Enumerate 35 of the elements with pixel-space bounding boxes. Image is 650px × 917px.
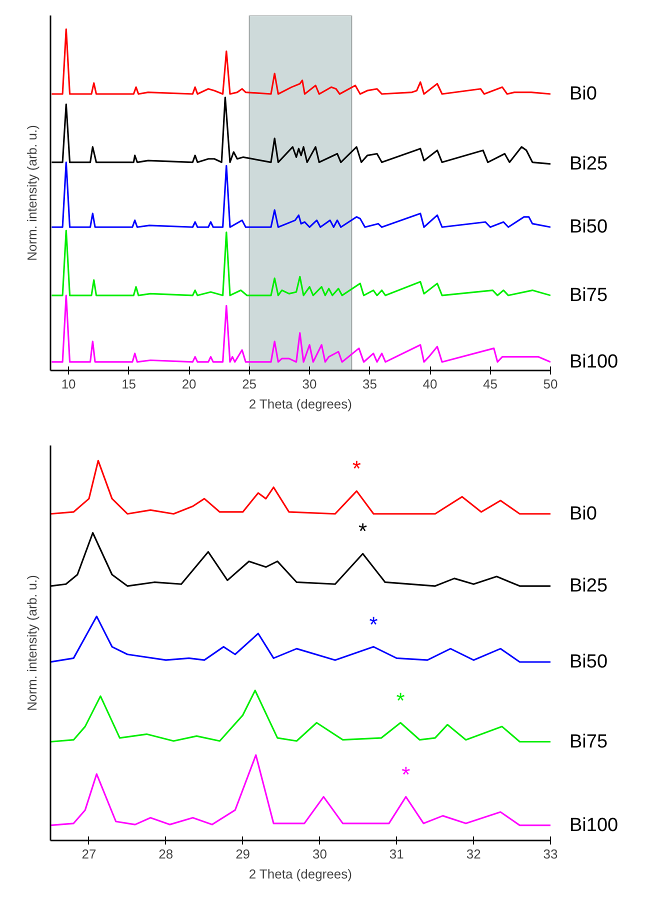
y-axis-title: Norm. intensity (arb. u.) bbox=[24, 575, 40, 711]
x-tick-label: 28 bbox=[158, 846, 174, 862]
annotation: * bbox=[402, 762, 411, 787]
annotation: * bbox=[396, 688, 406, 713]
y-axis-title: Norm. intensity (arb. u.) bbox=[24, 125, 40, 261]
x-tick-label: 30 bbox=[302, 376, 317, 392]
x-tick-label: 15 bbox=[122, 376, 136, 392]
x-tick-label: 29 bbox=[236, 846, 250, 862]
annotation: * bbox=[352, 456, 362, 482]
x-tick-label: 27 bbox=[82, 846, 96, 862]
x-tick-label: 10 bbox=[61, 376, 76, 392]
x-tick-label: 32 bbox=[466, 846, 481, 862]
annotation: * bbox=[369, 612, 378, 637]
x-tick-label: 30 bbox=[312, 846, 327, 862]
x-tick-label: 40 bbox=[422, 376, 438, 392]
series-label: Bi25 bbox=[570, 153, 608, 174]
series-label: Bi100 bbox=[570, 351, 618, 372]
x-axis-title: 2 Theta (degrees) bbox=[248, 866, 352, 882]
x-tick-label: 35 bbox=[362, 376, 378, 392]
x-tick-label: 20 bbox=[182, 376, 196, 392]
x-axis-title: 2 Theta (degrees) bbox=[248, 396, 352, 412]
x-tick-label: 33 bbox=[543, 846, 558, 862]
x-tick-label: 25 bbox=[242, 376, 257, 392]
series-label: Bi50 bbox=[570, 216, 608, 238]
series-label: Bi75 bbox=[570, 731, 608, 752]
x-tick-label: 31 bbox=[389, 846, 404, 862]
series-label: Bi0 bbox=[570, 503, 597, 524]
series-label: Bi0 bbox=[570, 84, 597, 105]
x-tick-label: 50 bbox=[543, 376, 558, 392]
series-label: Bi25 bbox=[570, 576, 608, 597]
series-label: Bi75 bbox=[570, 284, 608, 306]
x-tick-label: 45 bbox=[483, 376, 498, 392]
series-label: Bi100 bbox=[570, 814, 618, 836]
annotation: * bbox=[358, 518, 368, 544]
series-label: Bi50 bbox=[570, 651, 608, 672]
